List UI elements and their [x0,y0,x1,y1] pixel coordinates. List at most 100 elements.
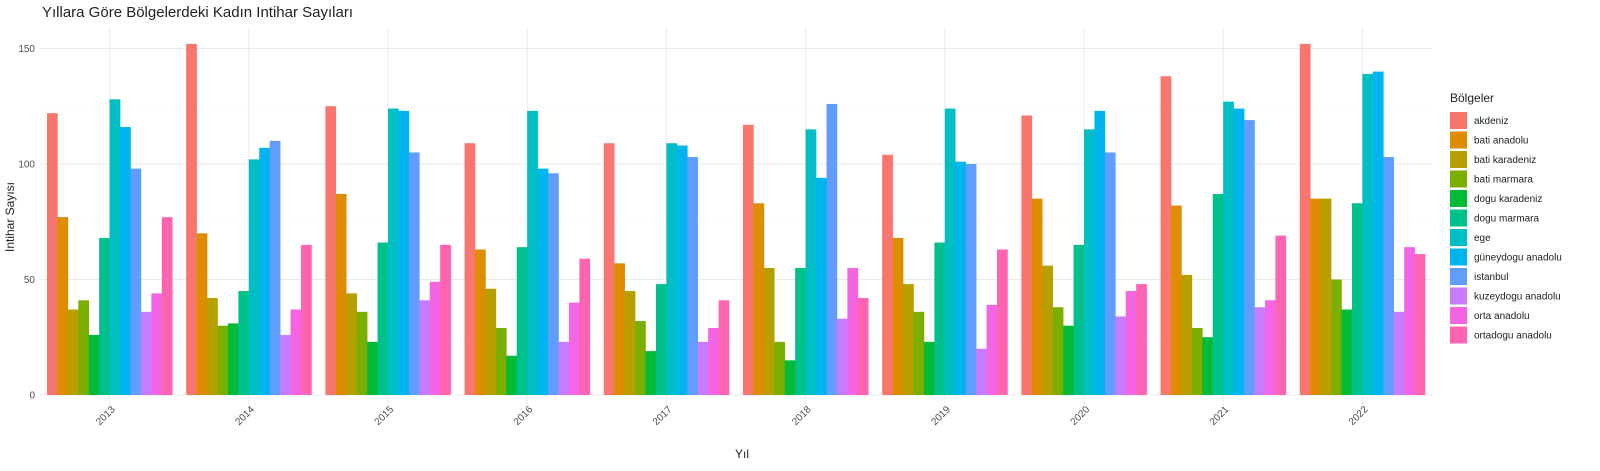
x-tick-label: 2021 [1208,404,1232,428]
bar-bati-karadeniz-2013 [67,309,79,395]
legend-label-dogu-karadeniz: dogu karadeniz [1474,194,1542,205]
bar-orta-anadolu-2019 [986,304,998,395]
bar-istanbul-2019 [965,164,977,395]
bar-orta-anadolu-2014 [290,309,302,395]
legend-label-istanbul: istanbul [1474,272,1508,283]
legend-swatch-ortadogu-anadolu [1450,326,1467,344]
legend-items: akdeniz bati anadolu bati karadeniz bati ma… [1450,112,1562,344]
bar-dogu-karadeniz-2015 [367,341,378,395]
legend-label-orta-anadolu: orta anadolu [1474,311,1530,322]
x-tick-label: 2016 [512,404,536,428]
bar-dogu-marmara-2019 [934,242,946,395]
bar-akdeniz-2022 [1299,43,1311,395]
bar-orta-anadolu-2018 [847,267,859,395]
bar-akdeniz-2017 [603,143,615,395]
bar-bati-karadeniz-2015 [346,293,357,395]
bar-bati-karadeniz-2016 [485,288,497,395]
bar-akdeniz-2018 [742,124,754,395]
bar-ege-2015 [388,108,399,395]
bar-ege-2019 [944,108,956,395]
y-tick-label: 50 [24,275,36,286]
bar-kuzeydogu-anadolu-2015 [419,300,431,395]
bar-orta-anadolu-2021 [1264,300,1276,395]
x-tick-label: 2019 [929,404,953,428]
bar-kuzeydogu-anadolu-2014 [280,334,291,395]
bar-bati-anadolu-2013 [57,217,69,395]
y-axis-ticks: 0 50 100 150 [18,44,35,402]
bar-bati-anadolu-2020 [1031,198,1043,395]
legend-swatch-orta-anadolu [1450,307,1467,324]
bar-ege-2020 [1084,129,1095,395]
bar-bati-marmara-2016 [495,328,507,395]
legend-swatch-akdeniz [1450,112,1467,129]
legend-swatch-güneydogu-anadolu [1450,248,1467,266]
bar-bati-karadeniz-2020 [1042,265,1053,395]
bar-güneydogu-anadolu-2020 [1094,110,1106,396]
bar-istanbul-2014 [269,140,281,395]
bar-bati-karadeniz-2021 [1181,274,1193,395]
bar-akdeniz-2013 [46,113,58,396]
bar-istanbul-2020 [1104,152,1116,395]
bar-ortadogu-anadolu-2016 [579,258,591,395]
bar-güneydogu-anadolu-2018 [816,177,827,395]
bar-bati-karadeniz-2022 [1320,198,1332,395]
bar-akdeniz-2020 [1021,115,1033,396]
bar-dogu-karadeniz-2014 [227,323,239,395]
bar-ortadogu-anadolu-2020 [1136,284,1147,395]
bar-bati-karadeniz-2017 [624,291,636,395]
legend-swatch-dogu-marmara [1450,209,1467,227]
bar-bati-marmara-2020 [1052,307,1064,395]
bar-ege-2022 [1362,73,1374,395]
bar-ortadogu-anadolu-2022 [1414,254,1426,395]
bar-ege-2017 [666,143,678,395]
bar-ortadogu-anadolu-2014 [301,244,312,395]
bar-bati-marmara-2015 [356,311,368,395]
bar-dogu-marmara-2017 [655,284,667,395]
bar-ortadogu-anadolu-2015 [440,244,451,395]
bar-dogu-marmara-2014 [238,291,250,395]
bar-istanbul-2021 [1244,120,1255,396]
bar-kuzeydogu-anadolu-2021 [1254,307,1266,395]
bar-bati-marmara-2019 [913,311,925,395]
bar-dogu-marmara-2020 [1073,244,1085,395]
bar-ortadogu-anadolu-2013 [161,217,173,395]
bar-dogu-karadeniz-2018 [784,360,796,395]
bar-dogu-marmara-2022 [1351,203,1363,395]
bar-bati-marmara-2013 [78,300,90,395]
legend-label-ege: ege [1474,233,1491,244]
bar-ortadogu-anadolu-2018 [857,297,869,395]
bar-dogu-karadeniz-2020 [1063,325,1074,395]
legend-swatch-istanbul [1450,268,1467,285]
bar-bati-anadolu-2017 [614,263,625,395]
bar-bati-karadeniz-2014 [207,297,218,395]
bar-dogu-karadeniz-2016 [506,355,518,395]
bar-bati-karadeniz-2019 [903,284,914,395]
y-axis-title: Intihar Sayısı [3,182,17,252]
legend-title: Bölgeler [1450,91,1494,105]
x-tick-label: 2013 [94,404,118,428]
bar-dogu-marmara-2021 [1212,194,1224,395]
bar-dogu-karadeniz-2017 [645,351,657,395]
y-tick-label: 0 [29,391,35,402]
bar-güneydogu-anadolu-2013 [120,127,131,395]
bar-ege-2013 [109,99,121,395]
legend-label-bati-anadolu: bati anadolu [1474,136,1529,147]
x-tick-label: 2015 [373,404,397,428]
legend-swatch-bati-marmara [1450,170,1467,188]
legend-label-bati-karadeniz: bati karadeniz [1474,155,1536,166]
bar-istanbul-2017 [687,157,699,395]
bar-akdeniz-2016 [464,143,476,395]
legend-label-dogu-marmara: dogu marmara [1474,214,1539,225]
legend-label-bati-marmara: bati marmara [1474,175,1533,186]
bar-güneydogu-anadolu-2017 [676,145,688,395]
legend-swatch-dogu-karadeniz [1450,190,1467,207]
legend-label-akdeniz: akdeniz [1474,116,1508,127]
bar-ege-2016 [527,110,538,396]
bar-orta-anadolu-2016 [568,302,580,395]
bar-güneydogu-anadolu-2021 [1233,108,1245,395]
x-tick-label: 2020 [1069,404,1093,428]
bar-bati-karadeniz-2018 [763,267,775,395]
bar-bati-anadolu-2021 [1171,205,1182,395]
x-tick-label: 2022 [1347,404,1371,428]
